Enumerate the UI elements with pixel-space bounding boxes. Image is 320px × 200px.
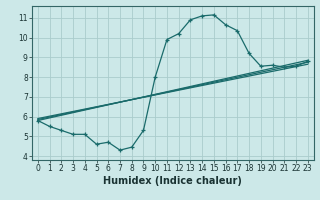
- X-axis label: Humidex (Indice chaleur): Humidex (Indice chaleur): [103, 176, 242, 186]
